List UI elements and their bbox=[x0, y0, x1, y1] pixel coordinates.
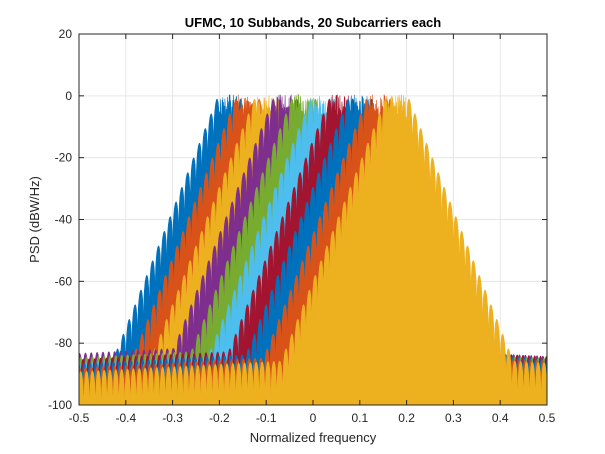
x-tick-label: 0.2 bbox=[398, 411, 415, 425]
x-tick-label: -0.1 bbox=[256, 411, 277, 425]
y-tick-label: 20 bbox=[59, 27, 73, 41]
x-tick-label: -0.3 bbox=[162, 411, 183, 425]
x-tick-label: -0.5 bbox=[69, 411, 90, 425]
y-tick-label: -20 bbox=[55, 151, 73, 165]
psd-series bbox=[79, 93, 547, 405]
x-tick-label: -0.4 bbox=[115, 411, 136, 425]
x-tick-label: 0.1 bbox=[351, 411, 368, 425]
x-tick-label: 0.5 bbox=[539, 411, 556, 425]
y-tick-label: -60 bbox=[55, 274, 73, 288]
x-tick-label: 0.4 bbox=[492, 411, 509, 425]
x-tick-label: -0.2 bbox=[209, 411, 230, 425]
chart-title: UFMC, 10 Subbands, 20 Subcarriers each bbox=[185, 15, 442, 30]
y-tick-label: -40 bbox=[55, 213, 73, 227]
y-tick-label: -80 bbox=[55, 336, 73, 350]
y-tick-label: 0 bbox=[65, 89, 72, 103]
y-tick-label: -100 bbox=[48, 398, 72, 412]
subband-psd-10 bbox=[79, 94, 547, 405]
x-tick-label: 0 bbox=[310, 411, 317, 425]
x-tick-label: 0.3 bbox=[445, 411, 462, 425]
x-axis-label: Normalized frequency bbox=[250, 430, 377, 445]
axis-ticks: -0.5 -0.4 -0.3 -0.2 -0.1 0 0.1 0.2 0.3 0.4 0.5 -100… bbox=[48, 27, 556, 425]
y-axis-label: PSD (dBW/Hz) bbox=[27, 176, 42, 263]
